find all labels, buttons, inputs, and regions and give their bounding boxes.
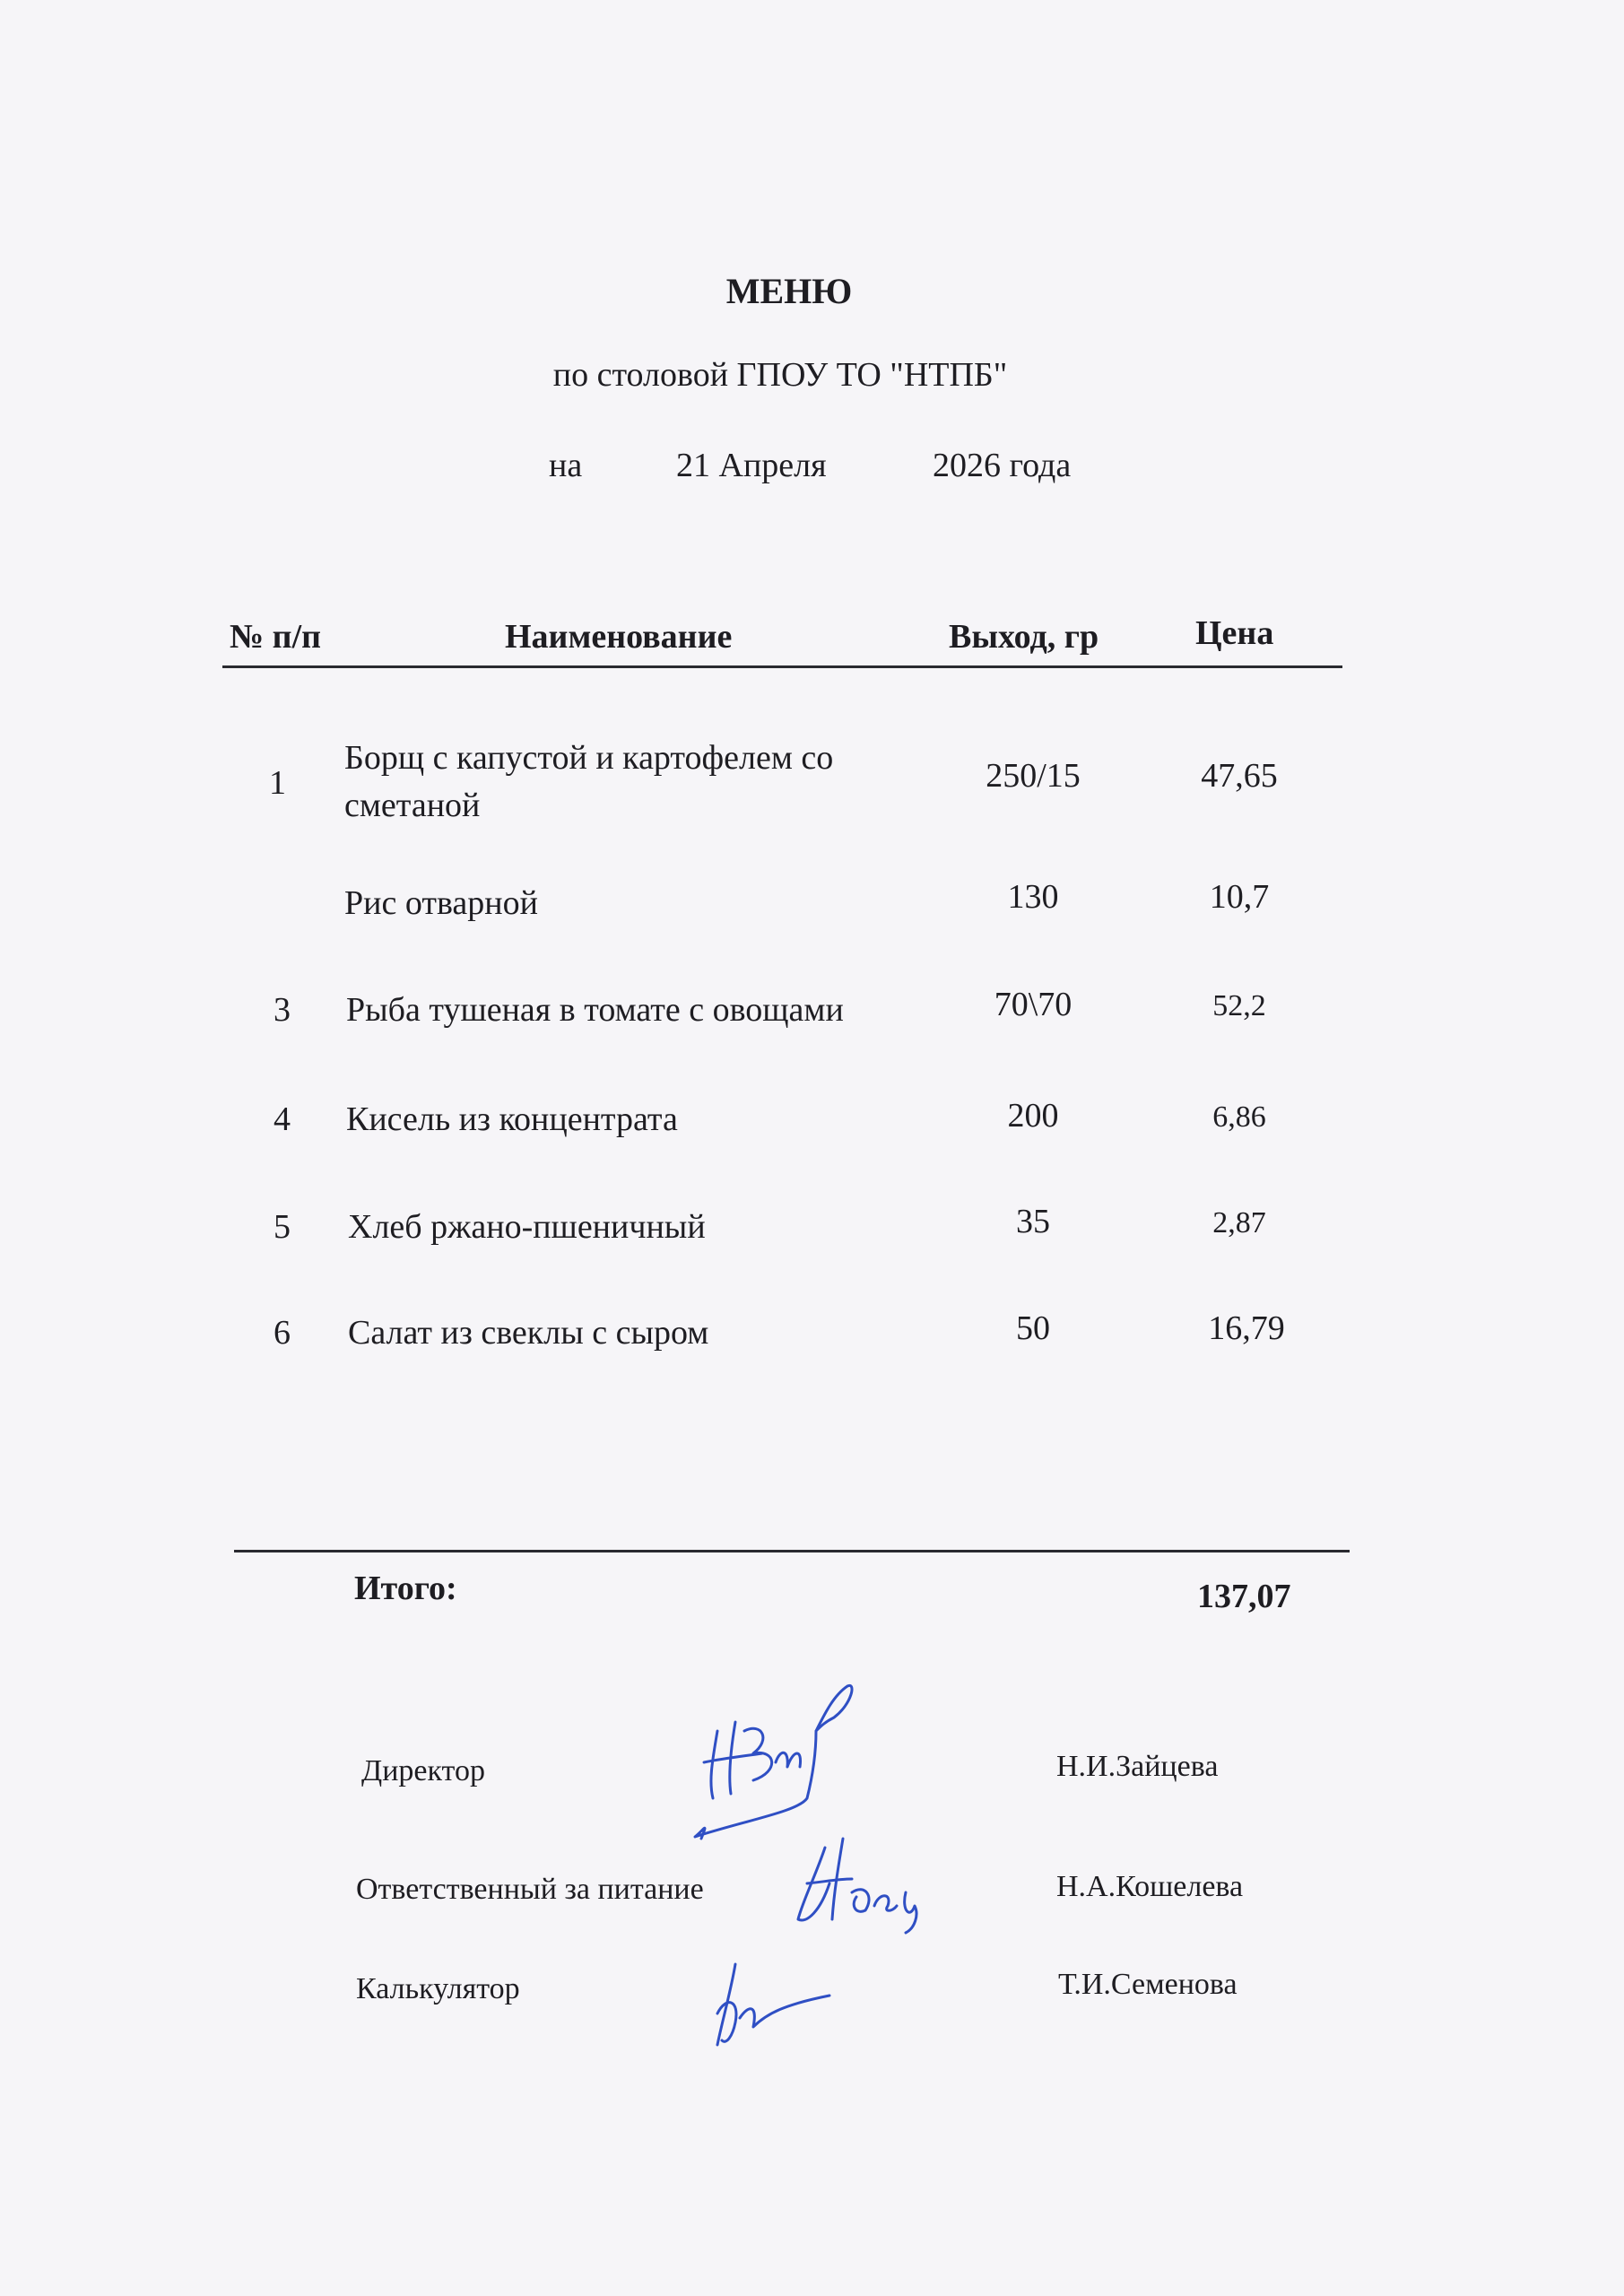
header-price: Цена [1195,614,1274,652]
header-divider [222,665,1342,668]
row-price: 47,65 [1201,757,1278,795]
row-yield: 70\70 [994,986,1073,1023]
signature-role-director: Директор [361,1754,485,1787]
row-name-cont: сметаной [344,787,481,824]
row-price: 2,87 [1212,1206,1266,1239]
row-yield: 200 [1007,1097,1059,1135]
row-number: 4 [274,1100,291,1138]
row-name: Хлеб ржано-пшеничный [348,1208,706,1246]
row-yield: 130 [1007,878,1059,916]
row-price: 6,86 [1212,1100,1266,1134]
header-yield: Выход, гр [949,618,1099,656]
signature-name-nutrition: Н.А.Кошелева [1056,1870,1244,1903]
calculator-signature [716,1962,831,2047]
page-title: МЕНЮ [725,271,853,311]
signature-name-director: Н.И.Зайцева [1056,1750,1219,1783]
row-name: Салат из свеклы с сыром [348,1314,709,1352]
row-name: Борщ с капустой и картофелем со [344,739,834,777]
signature-name-calculator: Т.И.Семенова [1058,1968,1238,2001]
row-number: 5 [274,1208,291,1246]
date-year: 2026 года [933,447,1072,484]
row-number: 3 [274,991,291,1029]
nutrition-signature [796,1837,918,1935]
row-name: Кисель из концентрата [346,1100,678,1138]
signature-role-calculator: Калькулятор [356,1972,520,2005]
row-number: 6 [274,1314,291,1352]
row-number: 1 [269,764,286,802]
total-value: 137,07 [1197,1578,1291,1615]
row-name: Рыба тушеная в томате с овощами [346,991,844,1029]
row-yield: 35 [1016,1203,1050,1240]
director-signature [693,1683,854,1840]
row-yield: 50 [1016,1309,1050,1347]
row-yield: 250/15 [986,757,1081,795]
row-price: 10,7 [1209,878,1270,916]
header-name: Наименование [505,618,733,656]
subtitle: по столовой ГПОУ ТО "НТПБ" [552,356,1008,394]
date-prefix: на [549,447,583,484]
date-day-month: 21 Апреля [676,447,827,484]
row-price: 52,2 [1212,989,1266,1022]
total-label: Итого: [354,1570,457,1607]
row-name: Рис отварной [344,884,538,922]
header-number: № п/п [230,618,322,656]
signature-role-nutrition: Ответственный за питание [356,1873,704,1906]
row-price: 16,79 [1208,1309,1285,1347]
total-divider [234,1550,1350,1552]
